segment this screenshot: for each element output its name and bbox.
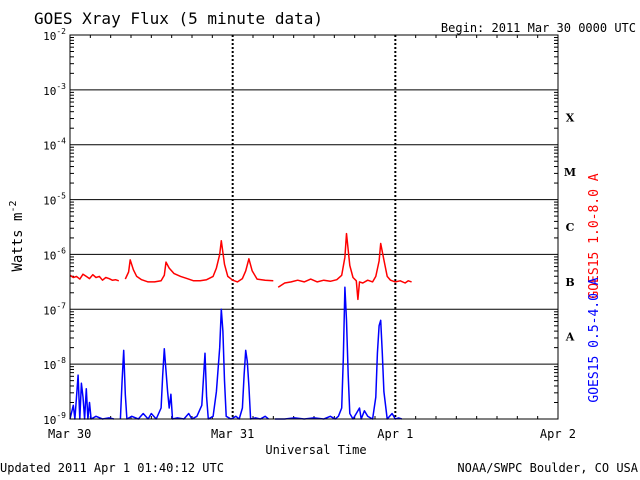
y-tick-exponent: -9	[56, 411, 66, 420]
x-axis-title: Universal Time	[265, 443, 366, 457]
grid-lines	[70, 35, 558, 419]
y-axis-label: Watts m	[10, 213, 26, 272]
flare-class-c: C	[566, 221, 575, 234]
y-tick-exponent: -6	[56, 246, 66, 255]
y-tick-base: 10	[43, 359, 56, 372]
x-axis-ticks: Mar 30 Mar 31 Apr 1 Apr 2	[48, 35, 576, 441]
y-axis-label-exponent: -2	[8, 200, 19, 212]
chart-title: GOES Xray Flux (5 minute data)	[34, 9, 323, 28]
legend-label-long: GOES15 1.0-8.0 A	[587, 173, 602, 298]
y-tick-base: 10	[43, 414, 56, 427]
legend-label-short: GOES15 0.5-4.0 A	[587, 277, 602, 402]
x-tick-label: Mar 30	[48, 427, 91, 441]
plot-lines	[69, 232, 412, 420]
y-tick-label: 10-6	[43, 246, 66, 262]
y-tick-exponent: -2	[56, 27, 66, 36]
y-axis-ticks: 10-910-810-710-610-510-410-310-2	[43, 27, 558, 427]
y-tick-label: 10-3	[43, 82, 66, 98]
legend-short-channel: GOES15 0.5-4.0 A	[587, 277, 602, 402]
y-tick-label: 10-4	[43, 137, 66, 153]
flare-class-m: M	[564, 166, 576, 179]
y-tick-exponent: -8	[56, 356, 66, 365]
x-tick-label: Apr 2	[540, 427, 576, 441]
y-tick-base: 10	[43, 195, 56, 208]
legend-long-channel: GOES15 1.0-8.0 A	[587, 173, 602, 298]
flare-class-b: B	[565, 276, 574, 289]
x-tick-label: Mar 31	[211, 427, 254, 441]
y-tick-label: 10-8	[43, 356, 66, 372]
y-tick-exponent: -7	[56, 301, 66, 310]
y-tick-base: 10	[43, 30, 56, 43]
updated-timestamp: Updated 2011 Apr 1 01:40:12 UTC	[0, 461, 224, 475]
flare-class-x: X	[566, 111, 575, 124]
y-tick-exponent: -3	[56, 82, 66, 91]
y-tick-base: 10	[43, 85, 56, 98]
y-tick-base: 10	[43, 304, 56, 317]
y-tick-label: 10-2	[43, 27, 66, 43]
series-line-short	[69, 286, 403, 420]
x-tick-label: Apr 1	[377, 427, 413, 441]
y-tick-label: 10-7	[43, 301, 66, 317]
y-tick-base: 10	[43, 140, 56, 153]
y-tick-label: 10-9	[43, 411, 66, 427]
series-line-long	[69, 232, 412, 301]
credit-label: NOAA/SWPC Boulder, CO USA	[457, 461, 638, 475]
begin-label: Begin: 2011 Mar 30 0000 UTC	[441, 21, 636, 35]
y-tick-exponent: -5	[56, 192, 66, 201]
plot-frame	[69, 34, 559, 420]
svg-text:Watts m-2: Watts m-2	[8, 200, 26, 271]
y-tick-label: 10-5	[43, 192, 66, 208]
y-tick-base: 10	[43, 249, 56, 262]
y-tick-exponent: -4	[56, 137, 66, 146]
y-axis-title: Watts m-2	[8, 200, 26, 271]
flare-class-labels: A B C M X	[564, 111, 576, 343]
flare-class-a: A	[565, 331, 575, 344]
